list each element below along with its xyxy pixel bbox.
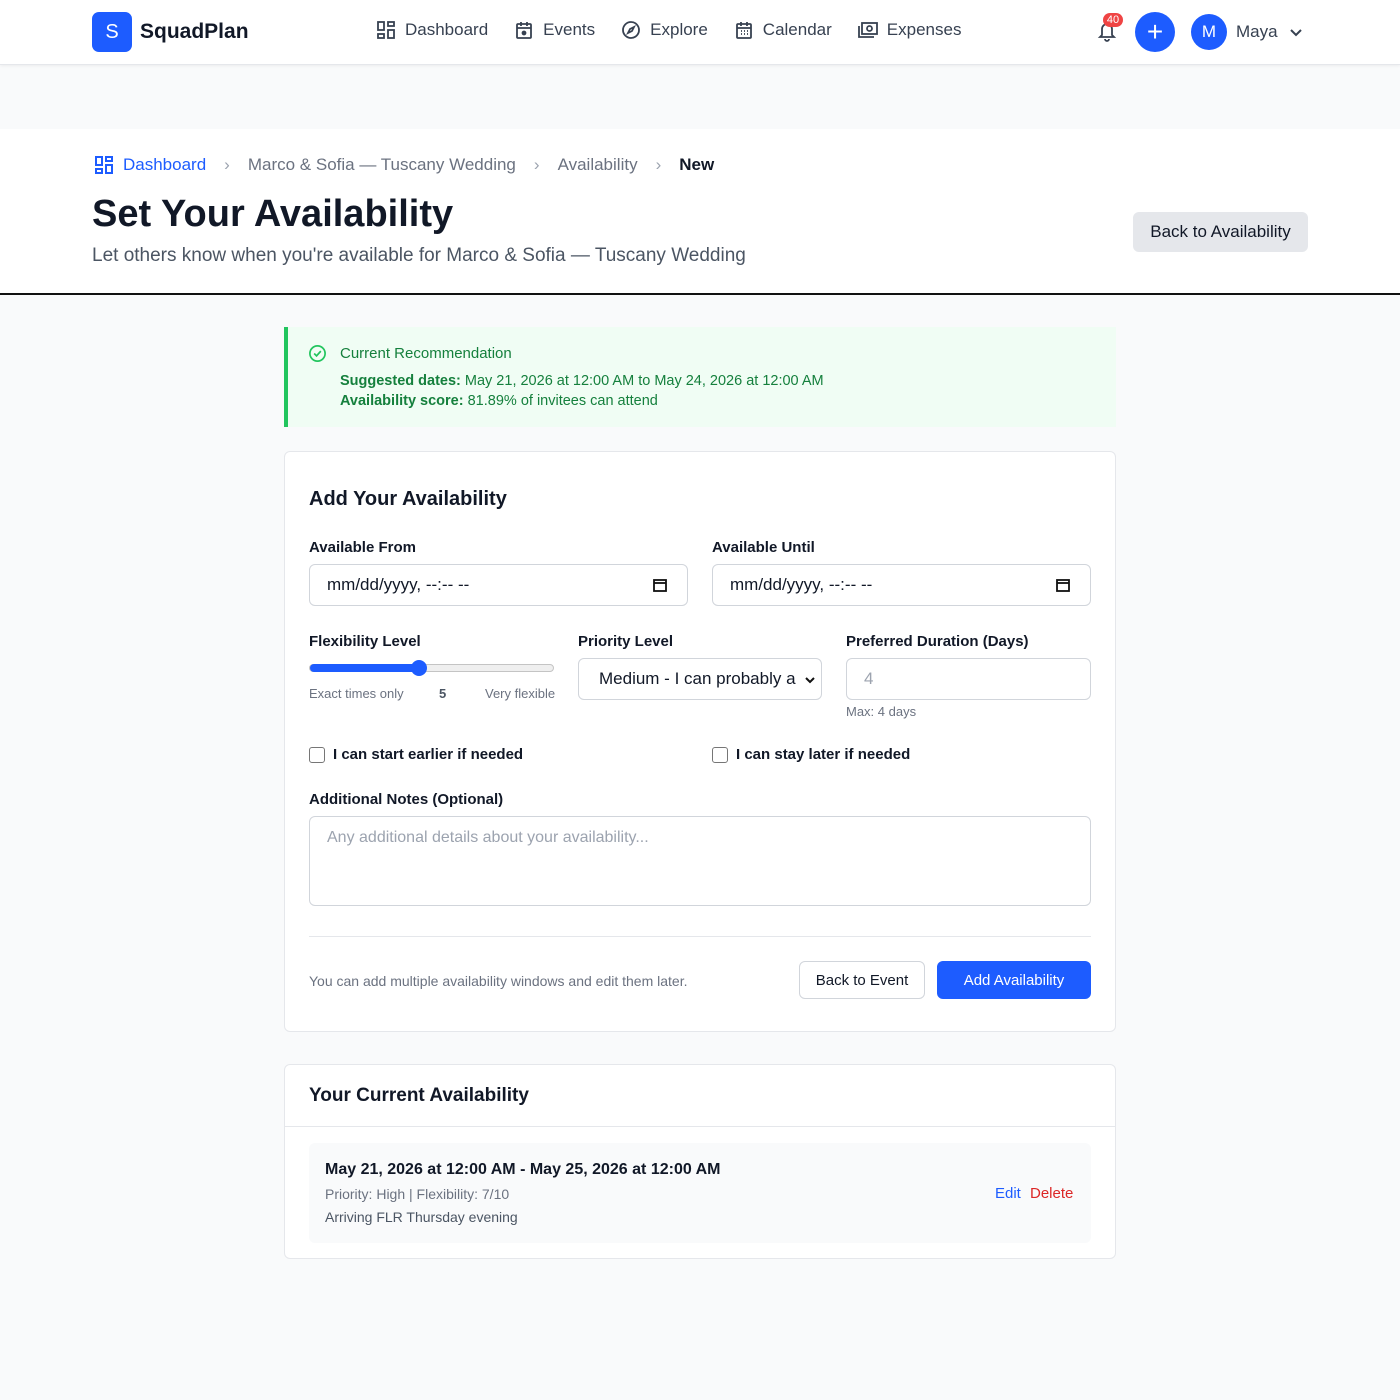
add-availability-card: Add Your Availability Available From mm/… (284, 451, 1116, 1032)
chevron-right-icon: › (224, 155, 230, 174)
avatar[interactable]: M (1191, 14, 1227, 50)
calendar-icon[interactable] (653, 577, 667, 597)
events-icon (516, 22, 533, 39)
delete-link[interactable]: Delete (1030, 1185, 1074, 1202)
nav-events[interactable]: Events (514, 20, 595, 40)
from-value: mm/dd/yyyy, --:-- -- (327, 575, 470, 594)
notes-placeholder: Any additional details about your availa… (327, 829, 649, 846)
chevron-right-icon: › (655, 155, 662, 174)
notes-label: Additional Notes (Optional) (309, 791, 504, 808)
expenses-icon (857, 22, 878, 38)
available-from-input[interactable]: mm/dd/yyyy, --:-- -- (309, 564, 688, 606)
available-until-input[interactable]: mm/dd/yyyy, --:-- -- (712, 564, 1091, 606)
nav-expenses[interactable]: Expenses (857, 20, 962, 40)
notification-badge: 40 (1103, 13, 1123, 27)
flexibility-slider[interactable] (309, 660, 554, 676)
score-value: 81.89% of invitees can attend (467, 393, 658, 409)
top-nav: S SquadPlan Dashboard Events Explore Cal… (0, 0, 1400, 65)
nav-dashboard[interactable]: Dashboard (376, 20, 488, 40)
nav-label: Dashboard (405, 20, 489, 39)
checkbox[interactable] (712, 746, 728, 763)
add-availability-button[interactable]: Add Availability (937, 961, 1091, 999)
nav-label: Explore (650, 20, 708, 39)
chevron-down-icon[interactable] (1288, 24, 1304, 40)
dates-label: Suggested dates: (340, 373, 461, 389)
flex-value: 5 (439, 686, 447, 701)
calendar-icon (735, 22, 752, 39)
page-subtitle: Let others know when you're available fo… (92, 245, 746, 266)
nav-label: Expenses (886, 20, 962, 39)
score-label: Availability score: (340, 393, 464, 409)
availability-range: May 21, 2026 at 12:00 AM - May 25, 2026 … (325, 1161, 721, 1178)
page-header: Dashboard › Marco & Sofia — Tuscany Wedd… (0, 129, 1400, 295)
checkbox-label: I can start earlier if needed (333, 746, 524, 763)
current-title: Your Current Availability (309, 1085, 529, 1106)
page-title: Set Your Availability (92, 193, 454, 235)
breadcrumb-label: Dashboard (123, 155, 207, 174)
recommendation-title: Current Recommendation (340, 345, 512, 362)
nav-label: Calendar (762, 20, 832, 39)
dashboard-icon (377, 21, 395, 39)
until-label: Available Until (712, 539, 815, 556)
from-label: Available From (309, 539, 416, 556)
back-to-event-button[interactable]: Back to Event (799, 961, 925, 999)
current-availability-card: Your Current Availability May 21, 2026 a… (284, 1064, 1116, 1259)
availability-note: Arriving FLR Thursday evening (325, 1209, 518, 1225)
breadcrumb-availability[interactable]: Availability (557, 155, 638, 174)
brand-name[interactable]: SquadPlan (140, 20, 249, 43)
calendar-icon[interactable] (1056, 577, 1070, 597)
availability-meta: Priority: High | Flexibility: 7/10 (325, 1186, 510, 1202)
breadcrumb-event[interactable]: Marco & Sofia — Tuscany Wedding (247, 155, 516, 174)
breadcrumb-current: New (679, 155, 715, 174)
checkbox[interactable] (309, 746, 325, 763)
logo[interactable]: S (92, 12, 132, 52)
availability-item: May 21, 2026 at 12:00 AM - May 25, 2026 … (309, 1143, 1091, 1243)
slider-fill (310, 664, 419, 672)
dates-value: May 21, 2026 at 12:00 AM to May 24, 2026… (464, 373, 824, 389)
chevron-right-icon: › (533, 155, 540, 174)
priority-value: Medium - I can probably a (599, 669, 796, 688)
checkbox-label: I can stay later if needed (736, 746, 911, 763)
duration-label: Preferred Duration (Days) (846, 633, 1029, 650)
dashboard-icon (95, 156, 113, 174)
divider (285, 1126, 1115, 1127)
flexibility-label: Flexibility Level (309, 633, 421, 650)
flex-min-label: Exact times only (309, 686, 404, 701)
footer-hint: You can add multiple availability window… (309, 973, 688, 989)
user-name[interactable]: Maya (1236, 22, 1278, 41)
create-button[interactable]: + (1135, 12, 1175, 52)
priority-label: Priority Level (578, 633, 674, 650)
stay-later-checkbox[interactable]: I can stay later if needed (712, 746, 910, 763)
divider (309, 936, 1091, 937)
compass-icon (622, 21, 641, 39)
edit-link[interactable]: Edit (995, 1185, 1021, 1202)
duration-hint: Max: 4 days (846, 704, 917, 719)
breadcrumb-dashboard[interactable]: Dashboard (94, 155, 206, 175)
start-earlier-checkbox[interactable]: I can start earlier if needed (309, 746, 523, 763)
nav-label: Events (543, 20, 596, 39)
breadcrumb: Dashboard › Marco & Sofia — Tuscany Wedd… (94, 155, 714, 175)
notes-textarea[interactable]: Any additional details about your availa… (309, 816, 1091, 906)
recommendation-banner: Current Recommendation Suggested dates: … (284, 327, 1116, 427)
chevron-down-icon (805, 677, 815, 684)
nav-explore[interactable]: Explore (621, 20, 708, 40)
priority-select[interactable]: Medium - I can probably a (578, 658, 822, 700)
nav-calendar[interactable]: Calendar (734, 20, 832, 40)
duration-placeholder: 4 (864, 669, 874, 688)
back-to-availability-button[interactable]: Back to Availability (1133, 212, 1308, 252)
slider-thumb[interactable] (410, 660, 427, 676)
duration-input[interactable]: 4 (846, 658, 1091, 700)
form-title: Add Your Availability (309, 488, 507, 510)
check-circle-icon (309, 345, 326, 362)
until-value: mm/dd/yyyy, --:-- -- (730, 575, 873, 594)
flex-max-label: Very flexible (485, 686, 556, 701)
